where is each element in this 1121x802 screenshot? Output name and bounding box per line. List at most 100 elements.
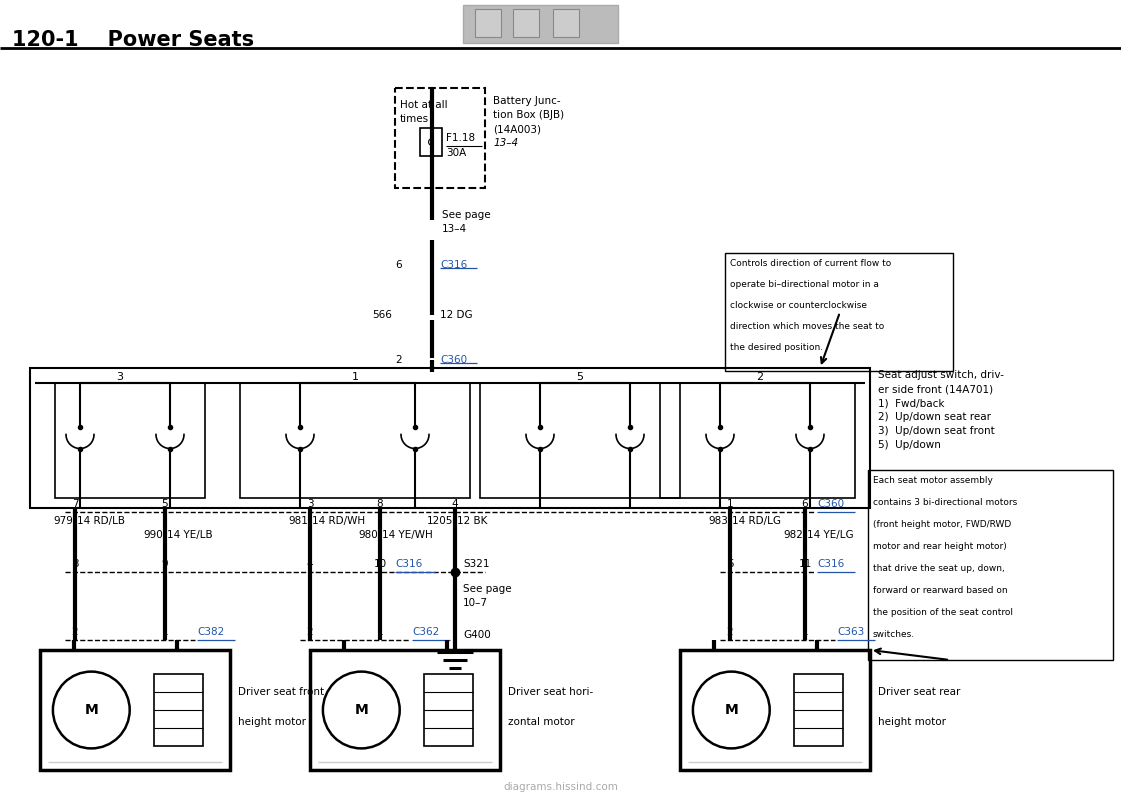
Text: See page: See page [442, 210, 491, 220]
Text: 120-1    Power Seats: 120-1 Power Seats [12, 30, 254, 50]
Text: (front height motor, FWD/RWD: (front height motor, FWD/RWD [873, 520, 1011, 529]
Text: C316: C316 [817, 559, 844, 569]
Text: 1: 1 [352, 372, 359, 382]
Text: direction which moves the seat to: direction which moves the seat to [730, 322, 884, 331]
Bar [395, 88, 485, 188]
Text: 7: 7 [72, 499, 78, 509]
Text: 5: 5 [726, 559, 733, 569]
Text: Driver seat hori-: Driver seat hori- [508, 687, 593, 697]
Text: diagrams.hissind.com: diagrams.hissind.com [503, 782, 618, 792]
Text: Controls direction of current flow to: Controls direction of current flow to [730, 259, 891, 268]
Text: motor and rear height motor): motor and rear height motor) [873, 542, 1007, 551]
Text: 1)  Fwd/back: 1) Fwd/back [878, 398, 945, 408]
Text: 3: 3 [307, 499, 313, 509]
Text: See page: See page [463, 584, 511, 594]
Bar [660, 383, 855, 498]
Bar [868, 470, 1113, 660]
Text: 4: 4 [307, 559, 313, 569]
Text: 14 RD/LB: 14 RD/LB [77, 516, 126, 526]
Text: Driver seat rear: Driver seat rear [878, 687, 961, 697]
Text: the position of the seat control: the position of the seat control [873, 608, 1013, 617]
Text: 14 YE/LG: 14 YE/LG [807, 530, 853, 540]
Text: M: M [84, 703, 99, 717]
Text: 5)  Up/down: 5) Up/down [878, 440, 941, 450]
Bar [55, 383, 205, 498]
Text: times: times [400, 114, 429, 124]
Text: Hot at all: Hot at all [400, 100, 447, 110]
Text: 3: 3 [72, 559, 78, 569]
Bar [424, 674, 473, 746]
Text: 5: 5 [161, 499, 168, 509]
Text: operate bi–directional motor in a: operate bi–directional motor in a [730, 280, 879, 289]
Text: 6: 6 [802, 499, 808, 509]
Text: C360: C360 [817, 499, 844, 509]
Text: C382: C382 [197, 627, 224, 637]
Bar [725, 253, 953, 371]
Bar [420, 128, 442, 156]
Text: forward or rearward based on: forward or rearward based on [873, 586, 1008, 595]
Text: M: M [724, 703, 738, 717]
Text: height motor: height motor [238, 717, 306, 727]
Text: 979: 979 [53, 516, 73, 526]
Text: 2: 2 [396, 355, 402, 365]
Text: 14 RD/LG: 14 RD/LG [732, 516, 781, 526]
Text: 982: 982 [784, 530, 803, 540]
Circle shape [323, 671, 400, 748]
Text: switches.: switches. [873, 630, 915, 639]
Text: 3: 3 [117, 372, 123, 382]
Text: 14 YE/WH: 14 YE/WH [382, 530, 433, 540]
Text: 2: 2 [757, 372, 763, 382]
Text: (14A003): (14A003) [493, 124, 541, 134]
Text: 14 YE/LB: 14 YE/LB [167, 530, 213, 540]
Bar [680, 650, 870, 770]
Text: F1.18: F1.18 [446, 133, 475, 143]
Text: Each seat motor assembly: Each seat motor assembly [873, 476, 993, 485]
Text: 30A: 30A [446, 148, 466, 158]
Text: 13–4: 13–4 [493, 138, 518, 148]
Text: height motor: height motor [878, 717, 946, 727]
Text: 9: 9 [161, 559, 168, 569]
Text: C316: C316 [395, 559, 423, 569]
Text: 4: 4 [452, 499, 458, 509]
Bar [30, 368, 870, 508]
Text: 14 RD/WH: 14 RD/WH [312, 516, 365, 526]
Text: 8: 8 [377, 499, 383, 509]
Text: C360: C360 [441, 355, 467, 365]
Text: 1: 1 [802, 627, 808, 637]
Circle shape [693, 671, 770, 748]
Text: the desired position.: the desired position. [730, 343, 823, 352]
Text: er side front (14A701): er side front (14A701) [878, 384, 993, 394]
Text: 3)  Up/down seat front: 3) Up/down seat front [878, 426, 994, 436]
Text: 980: 980 [359, 530, 378, 540]
Text: Seat adjust switch, driv-: Seat adjust switch, driv- [878, 370, 1004, 380]
Circle shape [53, 671, 130, 748]
Bar [154, 674, 203, 746]
Bar [794, 674, 843, 746]
Text: tion Box (BJB): tion Box (BJB) [493, 110, 564, 120]
Text: 1: 1 [377, 627, 383, 637]
Bar [513, 9, 539, 37]
Text: C362: C362 [413, 627, 439, 637]
Text: 6: 6 [396, 260, 402, 270]
Text: 10: 10 [373, 559, 387, 569]
Text: G400: G400 [463, 630, 491, 640]
Text: 2: 2 [726, 627, 733, 637]
Bar [480, 383, 680, 498]
Bar [240, 383, 470, 498]
Text: 2: 2 [72, 627, 78, 637]
Bar [463, 5, 618, 43]
Text: 13–4: 13–4 [442, 224, 467, 234]
Text: 2)  Up/down seat rear: 2) Up/down seat rear [878, 412, 991, 422]
Bar [40, 650, 230, 770]
Text: 1205: 1205 [427, 516, 453, 526]
Text: clockwise or counterclockwise: clockwise or counterclockwise [730, 301, 867, 310]
Text: C316: C316 [441, 260, 467, 270]
Text: Driver seat front: Driver seat front [238, 687, 324, 697]
Text: contains 3 bi-directional motors: contains 3 bi-directional motors [873, 498, 1017, 507]
Text: M: M [354, 703, 368, 717]
Text: 1: 1 [726, 499, 733, 509]
Text: 2: 2 [307, 627, 313, 637]
Text: 990: 990 [143, 530, 163, 540]
Text: 566: 566 [372, 310, 392, 320]
Text: 10–7: 10–7 [463, 598, 488, 608]
